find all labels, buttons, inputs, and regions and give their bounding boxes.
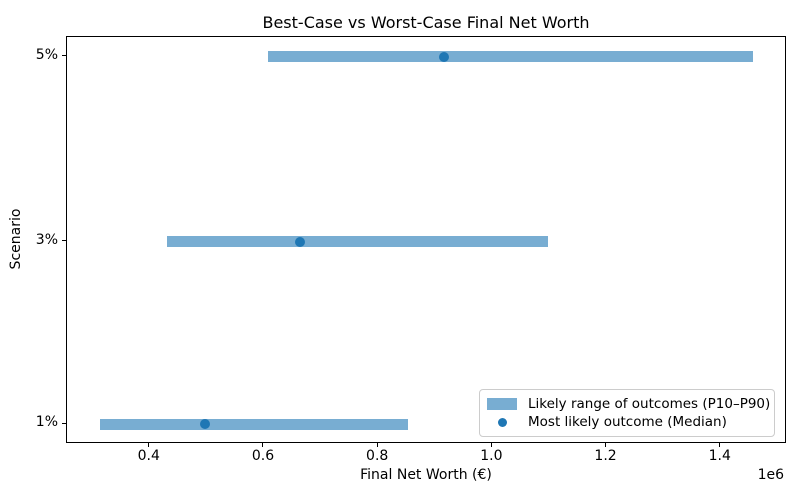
x-tick-label-5: 1.4 (708, 448, 731, 464)
y-tick-mark-0 (62, 422, 66, 424)
x-tick-mark-1 (262, 443, 264, 447)
x-tick-label-3: 1.0 (480, 448, 503, 464)
legend-key-median (487, 417, 517, 427)
x-tick-mark-5 (719, 443, 721, 447)
x-tick-label-4: 1.2 (594, 448, 617, 464)
x-tick-mark-4 (605, 443, 607, 447)
axis-scale-offset-text: 1e6 (757, 467, 784, 483)
legend-row-range: Likely range of outcomes (P10–P90) (487, 395, 770, 413)
median-dot-5% (439, 51, 450, 62)
legend-median-label: Most likely outcome (Median) (528, 414, 727, 430)
y-tick-label-1: 3% (35, 231, 58, 248)
x-tick-mark-2 (376, 443, 378, 447)
y-tick-mark-1 (62, 240, 66, 242)
x-tick-label-1: 0.6 (251, 448, 275, 464)
y-tick-label-0: 1% (35, 414, 58, 431)
range-bar-5% (267, 51, 754, 63)
x-tick-label-0: 0.4 (137, 448, 160, 464)
y-tick-label-2: 5% (35, 46, 58, 63)
range-bar-3% (166, 236, 548, 248)
x-axis-label: Final Net Worth (€) (360, 467, 492, 483)
median-dot-icon (497, 417, 507, 427)
x-tick-mark-0 (148, 443, 150, 447)
legend-range-label: Likely range of outcomes (P10–P90) (528, 396, 771, 412)
range-bar-1% (99, 418, 408, 430)
legend: Likely range of outcomes (P10–P90) Most … (479, 389, 775, 437)
legend-row-median: Most likely outcome (Median) (487, 413, 766, 431)
legend-key-range (487, 398, 517, 410)
median-dot-3% (294, 236, 305, 247)
x-tick-mark-3 (490, 443, 492, 447)
range-swatch-icon (487, 398, 517, 410)
y-tick-mark-2 (62, 55, 66, 57)
plot-area (66, 36, 786, 443)
chart-title: Best-Case vs Worst-Case Final Net Worth (262, 13, 590, 32)
x-tick-label-2: 0.8 (366, 448, 389, 464)
median-dot-1% (200, 419, 211, 430)
